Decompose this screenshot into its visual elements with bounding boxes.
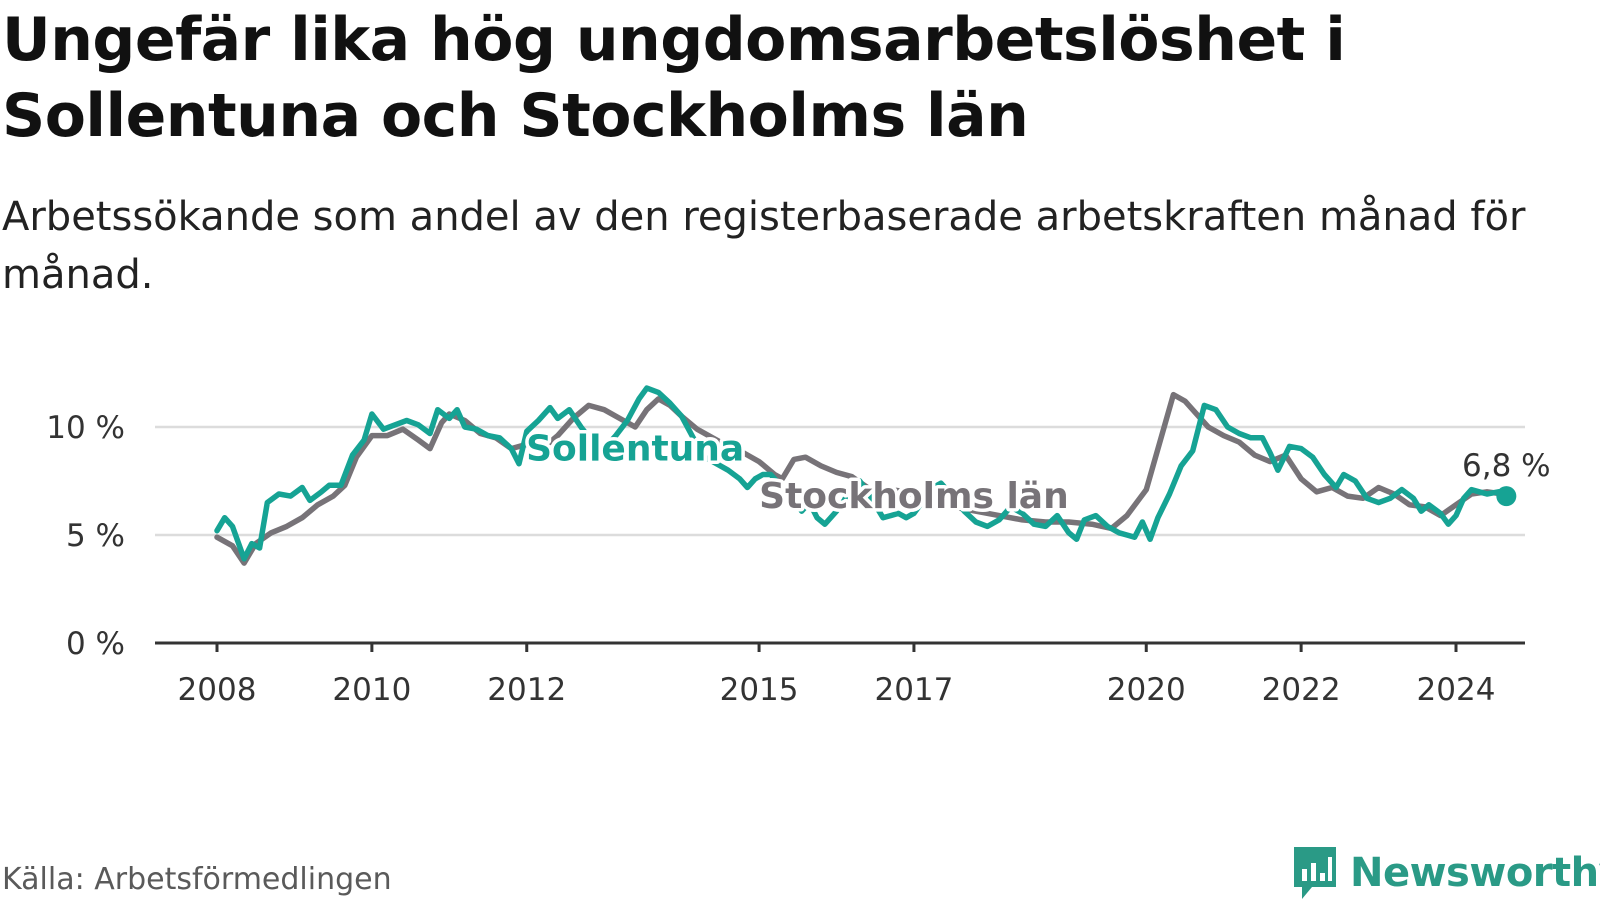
source-note: Källa: Arbetsförmedlingen xyxy=(2,862,392,897)
x-tick-label: 2024 xyxy=(1417,672,1496,708)
newsworthy-logo-icon xyxy=(1294,847,1336,899)
y-axis-ticks: 0 % 5 % 10 % xyxy=(46,410,125,662)
y-tick-label: 10 % xyxy=(46,410,125,446)
y-tick-label: 5 % xyxy=(66,518,125,554)
series-labels: Stockholms län Sollentuna 6,8 % xyxy=(523,425,1551,521)
newsworthy-logo: Newsworthy xyxy=(1290,845,1600,901)
y-tick-label: 0 % xyxy=(66,626,125,662)
x-tick-label: 2012 xyxy=(487,672,566,708)
series-line-sollentuna xyxy=(214,385,1510,562)
x-axis-ticks: 2008 2010 2012 2015 2017 2020 2022 2024 xyxy=(155,641,1525,708)
last-point-marker xyxy=(1496,486,1517,507)
brand-name: Newsworthy xyxy=(1350,850,1600,896)
x-tick-label: 2008 xyxy=(178,672,257,708)
series-label-stockholms-l-n: Stockholms län xyxy=(759,476,1069,517)
x-tick-label: 2010 xyxy=(332,672,411,708)
series-lines xyxy=(214,385,1510,566)
x-tick-label: 2015 xyxy=(720,672,799,708)
series-label-sollentuna: Sollentuna xyxy=(526,429,744,470)
x-tick-label: 2020 xyxy=(1107,672,1186,708)
x-tick-label: 2017 xyxy=(874,672,953,708)
chart-subtitle: Arbetssökande som andel av den registerb… xyxy=(2,194,1526,298)
chart-title: Ungefär lika hög ungdomsarbetslöshet i S… xyxy=(2,5,1346,151)
line-chart: 0 %5 %10 % 2008 2010 2012 2015 2017 2020 2022 2… xyxy=(46,385,1551,708)
x-tick-label: 2022 xyxy=(1262,672,1341,708)
last-value-label: 6,8 % xyxy=(1462,448,1551,484)
